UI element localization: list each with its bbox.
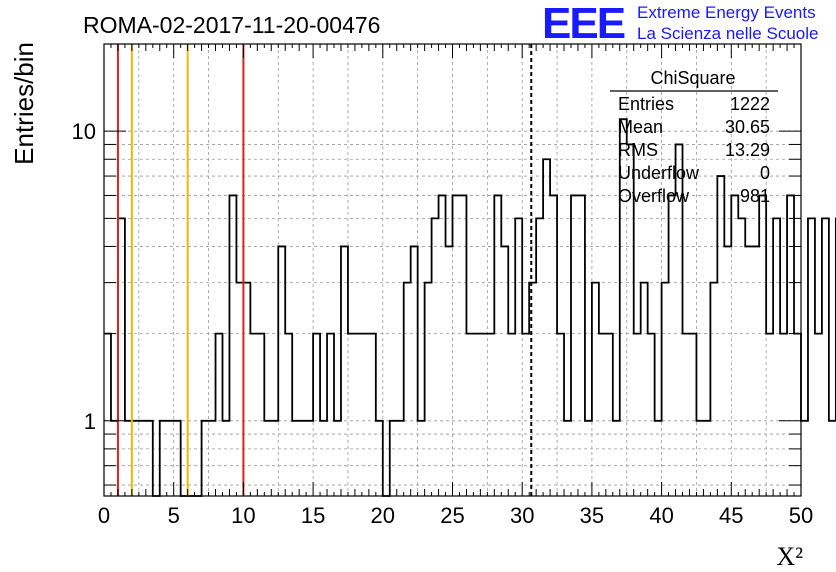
- y-axis-label: Entries/bin: [9, 42, 39, 165]
- stats-value: 981: [740, 186, 770, 206]
- histogram-line: [104, 118, 836, 497]
- x-tick-label: 40: [649, 503, 673, 528]
- stats-label: RMS: [618, 140, 658, 160]
- axis-ticks: [103, 43, 802, 496]
- x-tick-label: 0: [98, 503, 110, 528]
- y-tick-label: 10: [72, 119, 96, 144]
- stats-label: Underflow: [618, 163, 700, 183]
- stats-value: 0: [760, 163, 770, 183]
- x-axis-label: X²: [776, 542, 803, 571]
- logo: EEE Extreme Energy Events La Scienza nel…: [542, 0, 818, 48]
- x-tick-label: 25: [440, 503, 464, 528]
- x-tick-label: 45: [719, 503, 743, 528]
- y-tick-label: 1: [84, 409, 96, 434]
- marker-lines: [116, 44, 533, 496]
- stats-value: 30.65: [725, 117, 770, 137]
- stats-value: 1222: [730, 94, 770, 114]
- x-tick-label: 10: [231, 503, 255, 528]
- y-tick-labels: 1 10: [72, 119, 96, 434]
- logo-mark: EEE: [542, 0, 625, 48]
- stats-box: ChiSquare Entries 1222 Mean 30.65 RMS 13.29 Un…: [610, 68, 778, 206]
- stats-rows: Entries 1222 Mean 30.65 RMS 13.29 Underflow 0 Ov…: [618, 94, 770, 206]
- x-tick-label: 5: [168, 503, 180, 528]
- stats-value: 13.29: [725, 140, 770, 160]
- stats-label: Mean: [618, 117, 663, 137]
- x-tick-label: 20: [371, 503, 395, 528]
- x-tick-label: 30: [510, 503, 534, 528]
- histogram: [104, 118, 836, 497]
- chart-title: ROMA-02-2017-11-20-00476: [83, 12, 380, 38]
- x-tick-label: 35: [580, 503, 604, 528]
- stats-title: ChiSquare: [650, 68, 735, 88]
- x-tick-label: 50: [789, 503, 813, 528]
- logo-line-2: La Scienza nelle Scuole: [637, 24, 818, 43]
- stats-label: Entries: [618, 94, 674, 114]
- x-tick-labels: 0 5 10 15 20 25 30 35 40 45 50: [98, 503, 813, 528]
- x-tick-label: 15: [301, 503, 325, 528]
- stats-label: Overflow: [618, 186, 690, 206]
- grid: [104, 43, 801, 496]
- logo-line-1: Extreme Energy Events: [637, 3, 816, 22]
